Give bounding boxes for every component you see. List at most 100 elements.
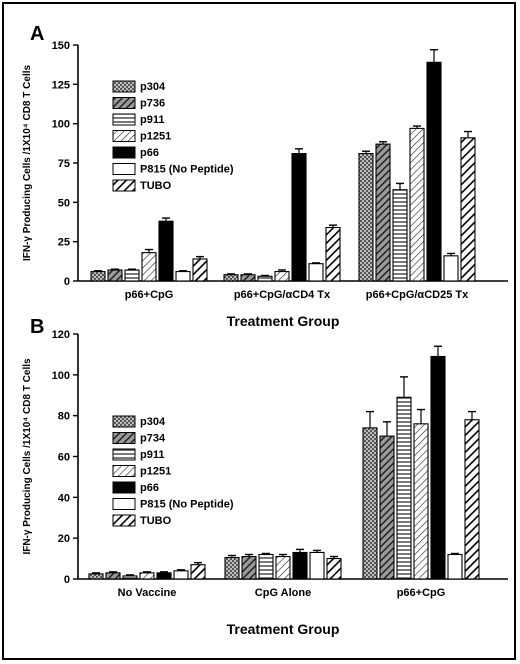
panel-a-legend-swatch	[112, 130, 136, 142]
panel-b-legend-swatch	[112, 481, 136, 494]
panel-b-bar-tubo	[464, 419, 480, 580]
panel-a-legend-label: p1251	[140, 131, 171, 143]
panel-b-bar-p66	[156, 572, 172, 580]
panel-b-y-axis-label: IFN-γ Producing Cells /1X10⁴ CD8 T Cells	[22, 358, 33, 555]
panel-a-bar-p66	[426, 61, 442, 282]
panel-b-bar-p815-no-peptide	[447, 553, 463, 580]
panel-b-category-label: CpG Alone	[255, 587, 311, 599]
panel-a-y-tick-label: 125	[52, 79, 70, 91]
panel-b-bar-p304	[224, 557, 240, 580]
panel-a-bar-p1251	[274, 271, 290, 282]
panel-a-bar-p66	[158, 220, 174, 282]
panel-a-bar-p304	[223, 274, 239, 282]
panel-b-legend-label: p734	[140, 433, 166, 445]
panel-a-bar-p911	[257, 275, 273, 282]
panel-a-bar-p736	[240, 274, 256, 282]
panel-a-bar-p736	[107, 269, 123, 282]
panel-b-y-tick-label: 120	[52, 329, 70, 341]
panel-a-bar-p1251	[409, 127, 425, 282]
panel-a-y-tick-label: 100	[52, 119, 70, 131]
panel-a-y-tick-label: 0	[64, 276, 70, 288]
panel-b-y-tick-label: 0	[64, 574, 70, 586]
panel-b-bar-p304	[362, 427, 378, 580]
panel-a-bar-p911	[124, 269, 140, 282]
panel-a-bar-tubo	[460, 137, 476, 282]
panel-a-legend-swatch	[112, 97, 136, 109]
panel-b-y-tick-label: 60	[58, 452, 70, 464]
panel-b-legend-label: TUBO	[140, 515, 172, 527]
panel-b-legend-label: p304	[140, 416, 166, 428]
panel-b-bar-p304	[88, 573, 104, 580]
panel-a-bar-p815-no-peptide	[443, 255, 459, 282]
panel-b-bar-p66	[430, 355, 446, 580]
panel-a-legend-swatch	[112, 80, 136, 93]
figure-frame	[2, 2, 516, 660]
panel-b-bar-tubo	[326, 558, 342, 580]
panel-a-bar-p304	[90, 271, 106, 282]
panel-a-y-tick-label: 50	[58, 197, 70, 209]
panel-b-x-axis-label: Treatment Group	[227, 621, 340, 637]
panel-b-legend-swatch	[112, 415, 136, 428]
panel-b-legend-swatch	[112, 465, 136, 477]
panel-a-y-tick-label: 150	[52, 40, 70, 52]
panel-a-x-axis-label: Treatment Group	[227, 313, 340, 329]
panel-b-legend-label: P815 (No Peptide)	[140, 499, 234, 511]
panel-b-bar-p66	[292, 551, 308, 580]
panel-a-bar-tubo	[325, 226, 341, 282]
panel-a-category-label: p66+CpG/αCD4 Tx	[234, 289, 331, 301]
panel-a: A 0 25 50 75 100 125 150 IFN-γ Producing Cells …	[22, 23, 508, 329]
panel-a-bar-p736	[375, 143, 391, 282]
panel-a-category-label: p66+CpG/αCD25 Tx	[366, 289, 469, 301]
panel-b-bar-p734	[241, 555, 257, 580]
panel-b-bar-p1251	[139, 572, 155, 580]
panel-b-y-tick-label: 40	[58, 492, 70, 504]
panel-b-label: B	[30, 316, 44, 338]
panel-b-bar-p1251	[275, 555, 291, 580]
panel-a-bar-tubo	[192, 258, 208, 282]
panel-a-legend-swatch	[112, 163, 136, 175]
panel-b-bar-p911	[396, 396, 412, 580]
panel-a-bar-p911	[392, 189, 408, 282]
panel-b-bar-p1251	[413, 423, 429, 580]
panel-b-legend-label: p1251	[140, 466, 171, 478]
panel-b-bar-tubo	[190, 564, 206, 580]
panel-a-label: A	[30, 23, 44, 45]
panel-b-bar-p815-no-peptide	[173, 570, 189, 580]
panel-a-bar-p304	[358, 153, 374, 282]
panel-a-legend-label: P815 (No Peptide)	[140, 164, 234, 176]
panel-b-legend-label: p66	[140, 482, 159, 494]
panel-b-legend-swatch	[112, 448, 136, 461]
panel-a-bar-p66	[291, 153, 307, 282]
panel-b-category-label: No Vaccine	[118, 587, 177, 599]
panel-b-category-label: p66+CpG	[397, 587, 446, 599]
panel-a-category-label: p66+CpG	[125, 289, 174, 301]
panel-a-legend-label: p736	[140, 98, 165, 110]
panel-b-bar-p815-no-peptide	[309, 551, 325, 580]
panel-a-legend-label: p911	[140, 114, 164, 126]
panel-b-legend-swatch	[112, 432, 136, 444]
panel-b-legend-label: p911	[140, 449, 164, 461]
panel-b-y-tick-label: 20	[58, 533, 70, 545]
panel-b-bar-p911	[122, 575, 138, 580]
panel-b-bar-p911	[258, 553, 274, 580]
panel-b-y-tick-label: 80	[58, 411, 70, 423]
panel-b: B 0 20 40 60 80 100 120 IFN-γ Producing Cells /…	[22, 316, 508, 637]
panel-a-legend-swatch	[112, 113, 136, 126]
panel-a-bar-p815-no-peptide	[308, 263, 324, 282]
panel-b-legend-swatch	[112, 498, 136, 510]
panel-a-y-axis-label: IFN-γ Producing Cells /1X10⁴ CD8 T Cells	[22, 65, 33, 262]
panel-a-y-tick-label: 75	[58, 158, 70, 170]
panel-b-bar-p734	[105, 572, 121, 580]
panel-a-legend-label: p66	[140, 147, 159, 159]
panel-b-legend-swatch	[112, 514, 136, 527]
panel-a-y-tick-label: 25	[58, 237, 70, 249]
panel-a-legend-label: TUBO	[140, 180, 172, 192]
panel-a-legend-swatch	[112, 146, 136, 159]
panel-a-legend-label: p304	[140, 81, 166, 93]
panel-b-y-tick-label: 100	[52, 370, 70, 382]
panel-b-bar-p734	[379, 435, 395, 580]
panel-a-bar-p1251	[141, 252, 157, 282]
panel-a-legend-swatch	[112, 179, 136, 192]
panel-a-bar-p815-no-peptide	[175, 271, 191, 282]
